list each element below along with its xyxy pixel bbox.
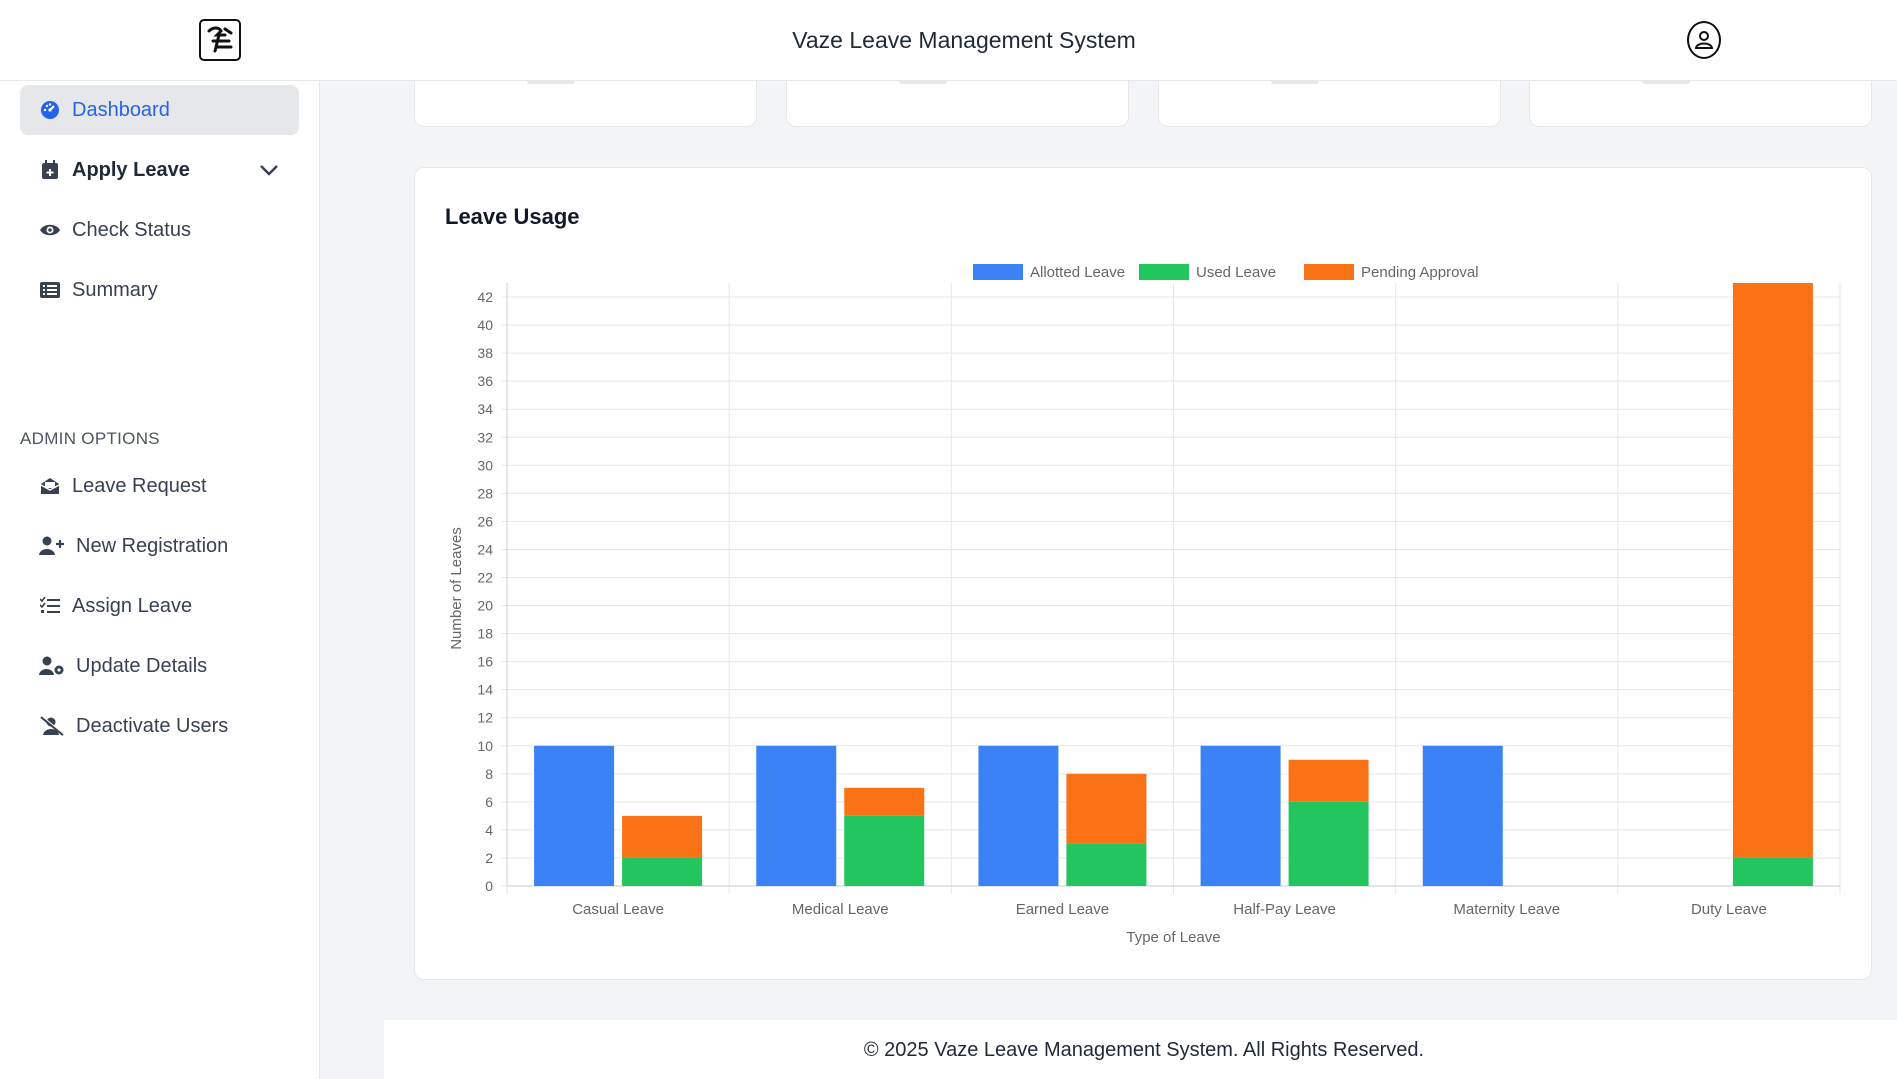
sidebar-item-label: Deactivate Users (76, 715, 228, 738)
bar-pending (844, 788, 924, 816)
y-tick-label: 28 (477, 485, 493, 501)
legend-swatch (973, 264, 1023, 280)
y-tick-label: 20 (477, 598, 493, 614)
bar-allotted (756, 746, 836, 886)
user-icon (1693, 29, 1715, 51)
profile-button[interactable] (1687, 21, 1721, 59)
sidebar-item-label: Apply Leave (72, 159, 190, 182)
legend-label: Used Leave (1196, 264, 1276, 281)
sidebar-item-label: New Registration (76, 535, 228, 558)
y-tick-label: 14 (477, 682, 493, 698)
legend-label: Pending Approval (1361, 264, 1479, 281)
x-axis-title: Type of Leave (1126, 929, 1220, 946)
y-tick-label: 10 (477, 738, 493, 754)
sidebar-item-label: Update Details (76, 655, 207, 678)
eye-icon (38, 218, 62, 242)
y-tick-label: 6 (485, 794, 493, 810)
bar-pending (622, 816, 702, 858)
footer-text: © 2025 Vaze Leave Management System. All… (384, 1039, 1897, 1062)
chevron-down-icon[interactable] (259, 160, 279, 183)
sidebar-item-update-details[interactable]: Update Details (20, 641, 299, 691)
sidebar-item-leave-request[interactable]: Leave Request (20, 461, 299, 511)
y-tick-label: 18 (477, 626, 493, 642)
bar-pending (1066, 774, 1146, 844)
sidebar-item-check-status[interactable]: Check Status (20, 205, 299, 255)
y-tick-label: 32 (477, 429, 493, 445)
y-tick-label: 42 (477, 289, 493, 305)
sidebar-item-assign-leave[interactable]: Assign Leave (20, 581, 299, 631)
x-tick-label: Medical Leave (792, 901, 889, 918)
bar-used (1733, 858, 1813, 886)
y-tick-label: 34 (477, 401, 493, 417)
legend-swatch (1304, 264, 1354, 280)
sidebar-item-new-registration[interactable]: New Registration (20, 521, 299, 571)
y-tick-label: 22 (477, 569, 493, 585)
leave-usage-chart: 024681012141618202224262830323436384042C… (415, 168, 1873, 981)
footer: © 2025 Vaze Leave Management System. All… (384, 1020, 1897, 1079)
sidebar: Dashboard Apply Leave Check Status Summa… (0, 81, 320, 1079)
sidebar-item-summary[interactable]: Summary (20, 265, 299, 315)
bar-allotted (1423, 746, 1503, 886)
legend-swatch (1139, 264, 1189, 280)
sidebar-item-dashboard[interactable]: Dashboard (20, 85, 299, 135)
y-tick-label: 0 (485, 878, 493, 894)
app-title: Vaze Leave Management System (0, 27, 1897, 54)
user-slash-icon (38, 714, 66, 738)
envelope-open-icon (38, 474, 62, 498)
y-tick-label: 16 (477, 654, 493, 670)
legend-label: Allotted Leave (1030, 264, 1125, 281)
bar-pending (1289, 760, 1369, 802)
x-tick-label: Earned Leave (1016, 901, 1109, 918)
admin-options-heading: ADMIN OPTIONS (20, 429, 160, 449)
calendar-plus-icon (38, 158, 62, 182)
y-tick-label: 2 (485, 850, 493, 866)
y-tick-label: 36 (477, 373, 493, 389)
x-tick-label: Half-Pay Leave (1233, 901, 1336, 918)
user-plus-icon (38, 534, 66, 558)
y-tick-label: 8 (485, 766, 493, 782)
x-tick-label: Duty Leave (1691, 901, 1767, 918)
sidebar-item-apply-leave[interactable]: Apply Leave (20, 145, 299, 195)
y-tick-label: 40 (477, 317, 493, 333)
bar-used (622, 858, 702, 886)
y-tick-label: 4 (485, 822, 493, 838)
bar-allotted (1201, 746, 1281, 886)
y-tick-label: 24 (477, 541, 493, 557)
x-tick-label: Maternity Leave (1453, 901, 1560, 918)
y-tick-label: 38 (477, 345, 493, 361)
bar-used (1066, 844, 1146, 886)
sidebar-item-label: Check Status (72, 219, 191, 242)
bar-allotted (534, 746, 614, 886)
y-tick-label: 30 (477, 457, 493, 473)
list-check-icon (38, 594, 62, 618)
sidebar-item-label: Leave Request (72, 475, 207, 498)
sidebar-item-label: Summary (72, 279, 158, 302)
list-icon (38, 278, 62, 302)
bar-pending (1733, 283, 1813, 858)
bar-allotted (978, 746, 1058, 886)
dashboard-icon (38, 98, 62, 122)
y-axis-title: Number of Leaves (448, 527, 465, 650)
sidebar-item-label: Assign Leave (72, 595, 192, 618)
bar-used (1289, 802, 1369, 886)
bar-used (844, 816, 924, 886)
sidebar-item-label: Dashboard (72, 99, 170, 122)
sidebar-item-deactivate-users[interactable]: Deactivate Users (20, 701, 299, 751)
x-tick-label: Casual Leave (572, 901, 664, 918)
y-tick-label: 26 (477, 513, 493, 529)
top-navbar: Vaze Leave Management System (0, 0, 1897, 81)
y-tick-label: 12 (477, 710, 493, 726)
leave-usage-card: Leave Usage 0 2 4 6 8 10 12 14 16 18 20 22 24 26 28 30 3… (414, 167, 1872, 980)
user-gear-icon (38, 654, 66, 678)
